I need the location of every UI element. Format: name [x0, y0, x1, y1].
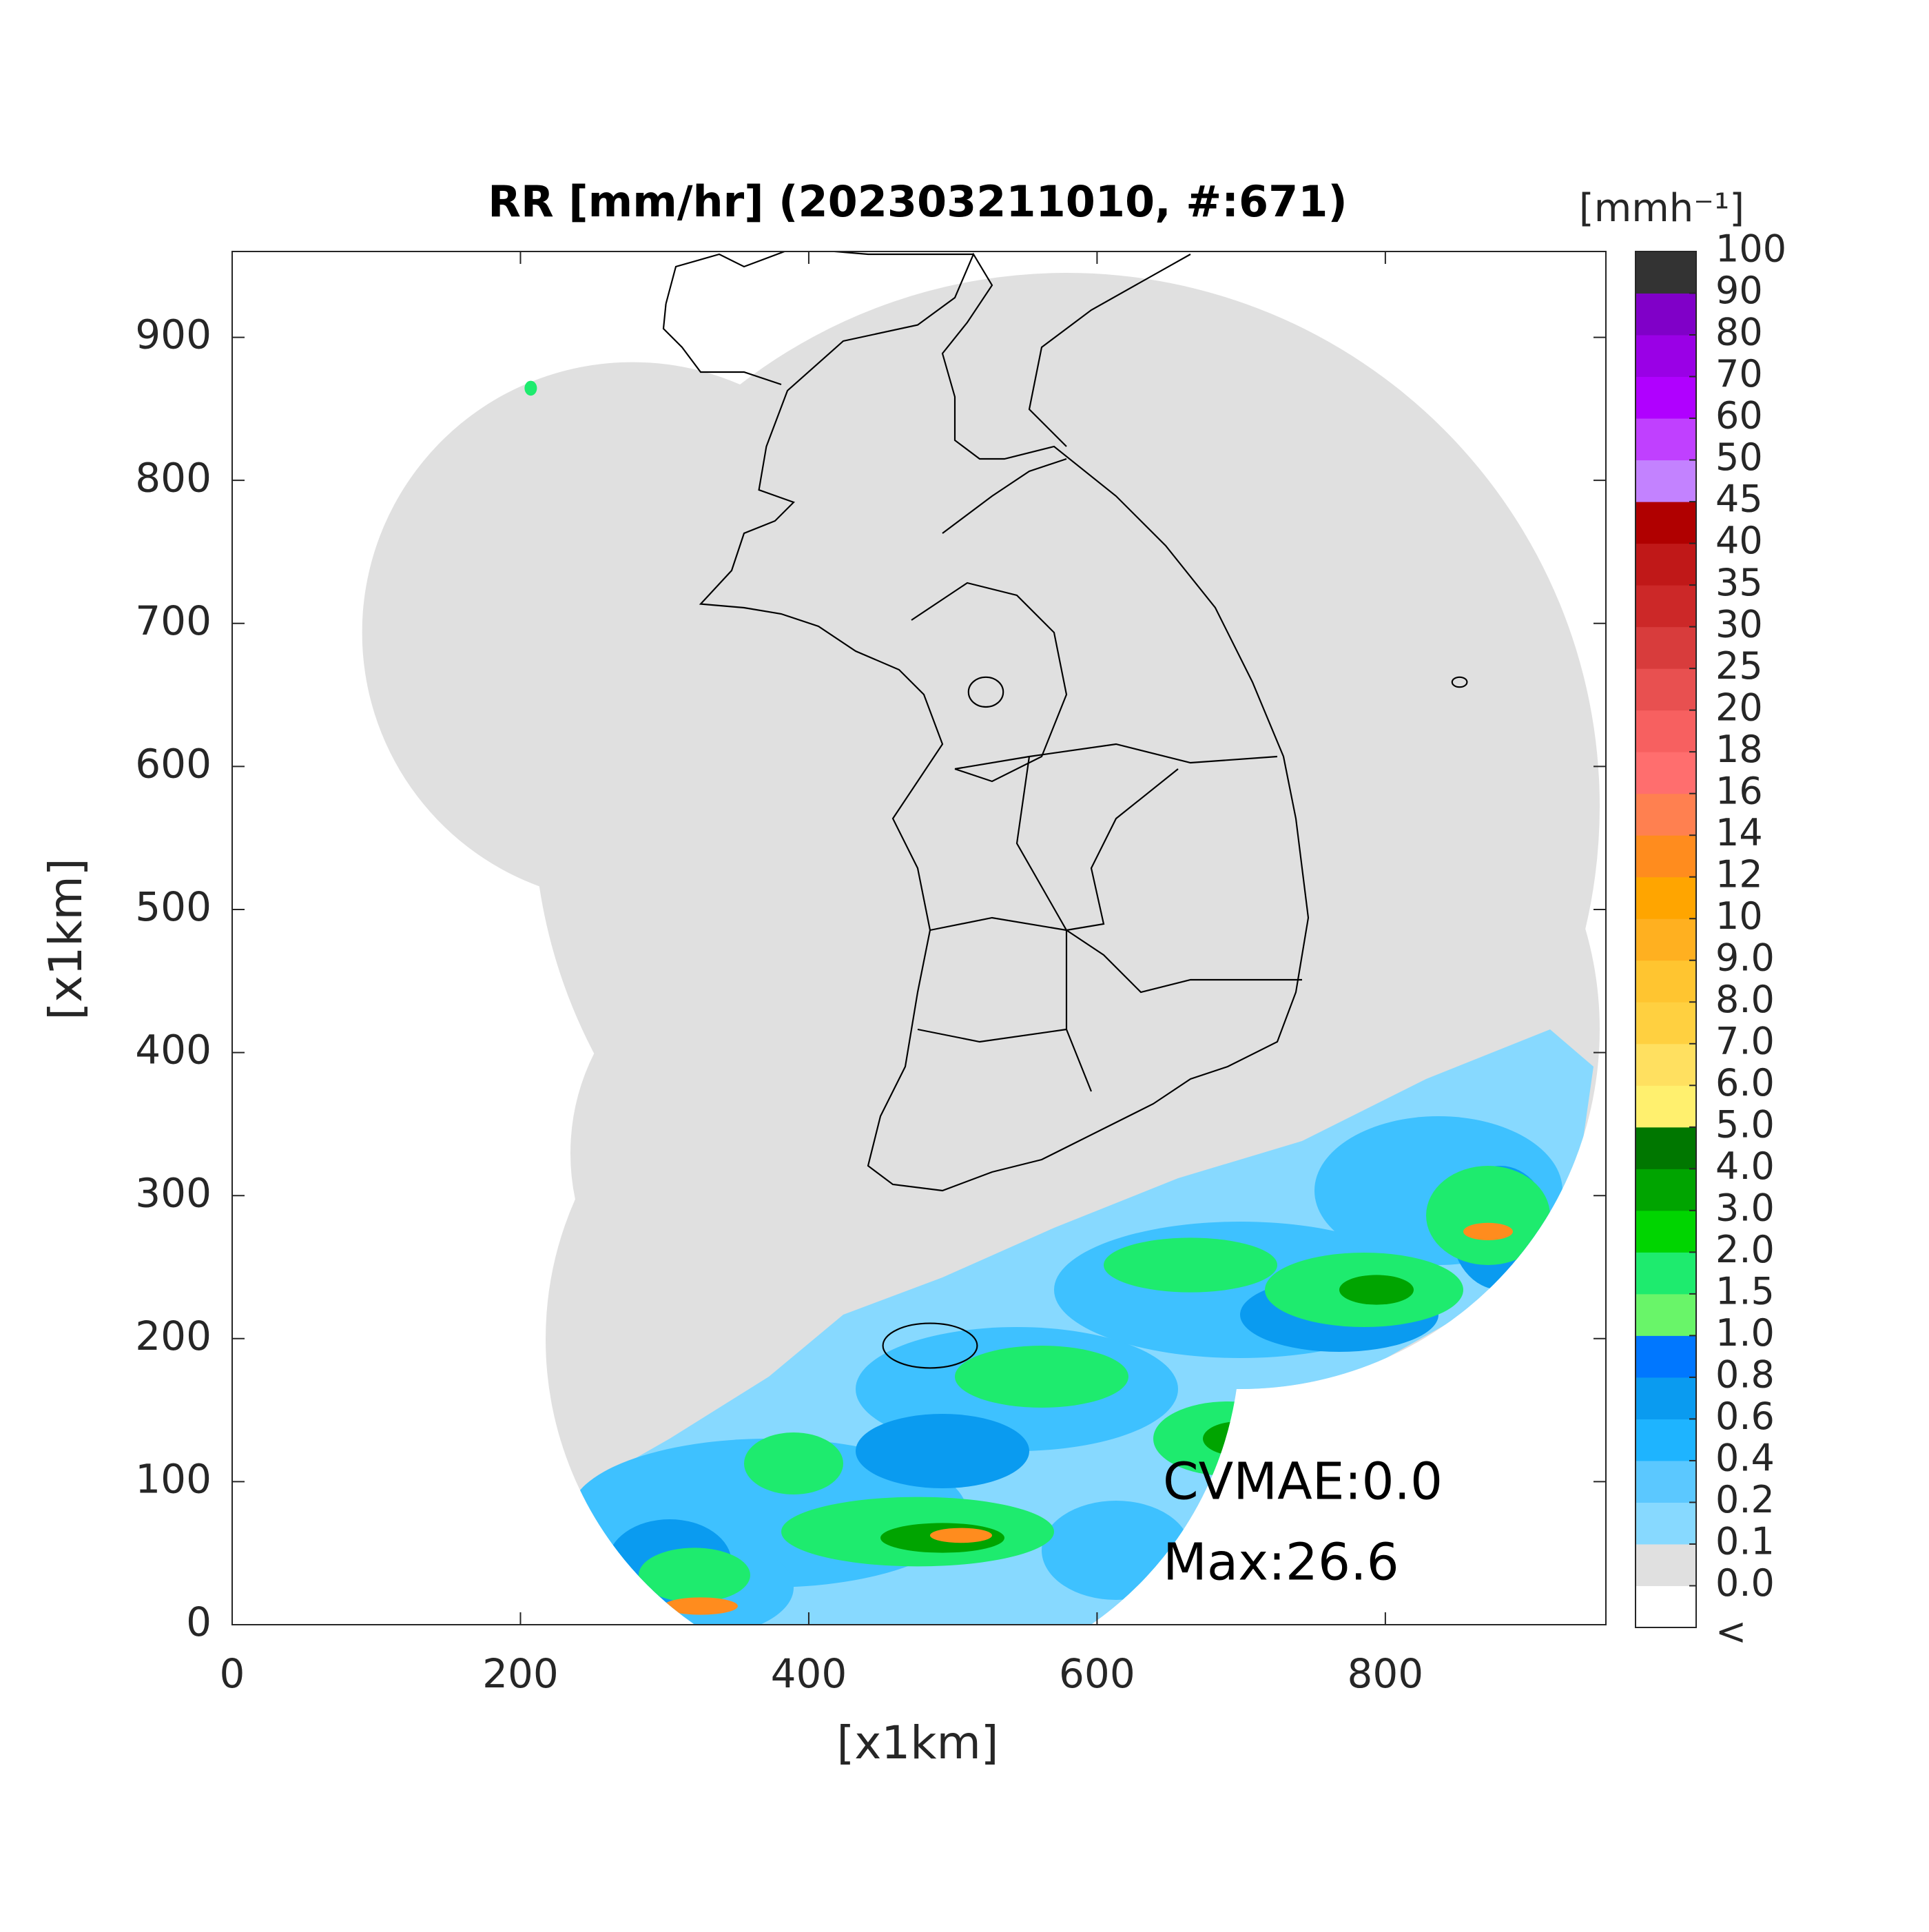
- colorbar-tick-label: 60: [1715, 394, 1763, 438]
- colorbar-tick-label: 16: [1715, 769, 1763, 812]
- colorbar-tick-label: 7.0: [1715, 1019, 1775, 1062]
- colorbar-cell: [1636, 1585, 1696, 1627]
- colorbar-tick-label: 18: [1715, 728, 1763, 771]
- colorbar-tick-label: 4.0: [1715, 1144, 1775, 1188]
- colorbar-tick-label: 0.8: [1715, 1353, 1775, 1397]
- colorbar-tick-label: 25: [1715, 644, 1763, 688]
- colorbar-cell: [1636, 752, 1696, 794]
- colorbar-tick-label: 3.0: [1715, 1186, 1775, 1229]
- colorbar-cell: [1636, 668, 1696, 711]
- colorbar-cell: [1636, 626, 1696, 669]
- y-tick-label: 0: [186, 1599, 212, 1645]
- colorbar-cell: [1636, 1252, 1696, 1295]
- colorbar-cell: [1636, 710, 1696, 752]
- x-axis-label: [x1km]: [836, 1716, 998, 1769]
- colorbar-cell: [1636, 502, 1696, 544]
- y-tick-label: 200: [135, 1313, 212, 1359]
- colorbar-tick-label: 30: [1715, 602, 1763, 646]
- colorbar-cell: [1636, 1502, 1696, 1545]
- colorbar-under-label: <: [1715, 1610, 1746, 1654]
- colorbar-cell: [1636, 418, 1696, 461]
- colorbar-box: [1635, 251, 1697, 1628]
- x-tick-label: 200: [482, 1650, 559, 1697]
- colorbar-tick-label: 70: [1715, 352, 1763, 395]
- colorbar-label: [mmh⁻¹]: [1579, 186, 1744, 231]
- y-tick-label: 900: [135, 311, 212, 358]
- x-tick-label: 600: [1059, 1650, 1135, 1697]
- map-layer: [362, 251, 1600, 1625]
- chart-title: RR [mm/hr] (202303211010, #:671): [488, 176, 1348, 227]
- colorbar-tick-label: 9.0: [1715, 936, 1775, 979]
- colorbar-cell: [1636, 585, 1696, 628]
- y-tick-label: 600: [135, 740, 212, 787]
- colorbar-cell: [1636, 1335, 1696, 1378]
- colorbar-cell: [1636, 1169, 1696, 1211]
- y-tick-label: 500: [135, 883, 212, 930]
- colorbar-tick-label: 1.0: [1715, 1311, 1775, 1355]
- colorbar-tick-label: 0.0: [1715, 1561, 1775, 1605]
- colorbar-cell: [1636, 918, 1696, 961]
- colorbar-tick-label: 6.0: [1715, 1061, 1775, 1104]
- annotation: Max:26.6: [1163, 1533, 1399, 1592]
- colorbar-tick-label: 50: [1715, 435, 1763, 479]
- colorbar-tick-label: 14: [1715, 811, 1763, 854]
- y-tick-label: 100: [135, 1456, 212, 1503]
- colorbar-cell: [1636, 1085, 1696, 1128]
- colorbar-cell: [1636, 1210, 1696, 1253]
- axes-box: [231, 251, 1607, 1625]
- y-tick-label: 300: [135, 1169, 212, 1216]
- colorbar-tick-label: 8.0: [1715, 978, 1775, 1021]
- colorbar-cell: [1636, 293, 1696, 336]
- x-tick-label: 800: [1348, 1650, 1424, 1697]
- colorbar-tick-label: 10: [1715, 894, 1763, 938]
- colorbar-tick-label: 0.1: [1715, 1520, 1775, 1563]
- colorbar-cell: [1636, 1543, 1696, 1586]
- colorbar-tick-label: 12: [1715, 852, 1763, 896]
- colorbar-cell: [1636, 876, 1696, 919]
- colorbar-cell: [1636, 543, 1696, 586]
- colorbar-cell: [1636, 835, 1696, 878]
- colorbar-tick-label: 5.0: [1715, 1102, 1775, 1146]
- coastline: [662, 251, 1468, 1369]
- colorbar-cell: [1636, 1293, 1696, 1336]
- colorbar-cell: [1636, 1460, 1696, 1503]
- colorbar-tick-label: 0.2: [1715, 1478, 1775, 1521]
- colorbar-tick-label: 0.4: [1715, 1437, 1775, 1480]
- y-tick-label: 800: [135, 454, 212, 501]
- radar-field: [362, 251, 1600, 1625]
- x-tick-label: 400: [771, 1650, 847, 1697]
- y-axis-label: [x1km]: [39, 858, 92, 1020]
- colorbar-cell: [1636, 793, 1696, 836]
- colorbar-tick-label: 80: [1715, 311, 1763, 354]
- y-tick-label: 700: [135, 597, 212, 644]
- colorbar-tick-label: 1.5: [1715, 1270, 1775, 1313]
- north-echo: [524, 380, 537, 396]
- colorbar-tick-label: 40: [1715, 519, 1763, 562]
- colorbar-tick-label: 35: [1715, 561, 1763, 604]
- colorbar-tick-label: 2.0: [1715, 1228, 1775, 1271]
- colorbar-tick-label: 90: [1715, 269, 1763, 312]
- colorbar-cell: [1636, 251, 1696, 294]
- colorbar-cell: [1636, 460, 1696, 502]
- rain-green: [639, 1166, 1550, 1603]
- colorbar-tick-label: 45: [1715, 477, 1763, 521]
- colorbar-cell: [1636, 376, 1696, 419]
- x-tick-label: 0: [220, 1650, 245, 1697]
- colorbar-cell: [1636, 1043, 1696, 1086]
- y-tick-label: 400: [135, 1027, 212, 1073]
- colorbar-cell: [1636, 1377, 1696, 1419]
- colorbar-cell: [1636, 1127, 1696, 1169]
- annotation: CVMAE:0.0: [1163, 1452, 1443, 1512]
- colorbar-tick-label: 0.6: [1715, 1395, 1775, 1438]
- colorbar-cell: [1636, 1002, 1696, 1045]
- colorbar-cell: [1636, 1419, 1696, 1461]
- colorbar-tick-label: 100: [1715, 227, 1786, 271]
- colorbar-cell: [1636, 335, 1696, 378]
- colorbar-tick-label: 20: [1715, 686, 1763, 729]
- colorbar-cell: [1636, 960, 1696, 1003]
